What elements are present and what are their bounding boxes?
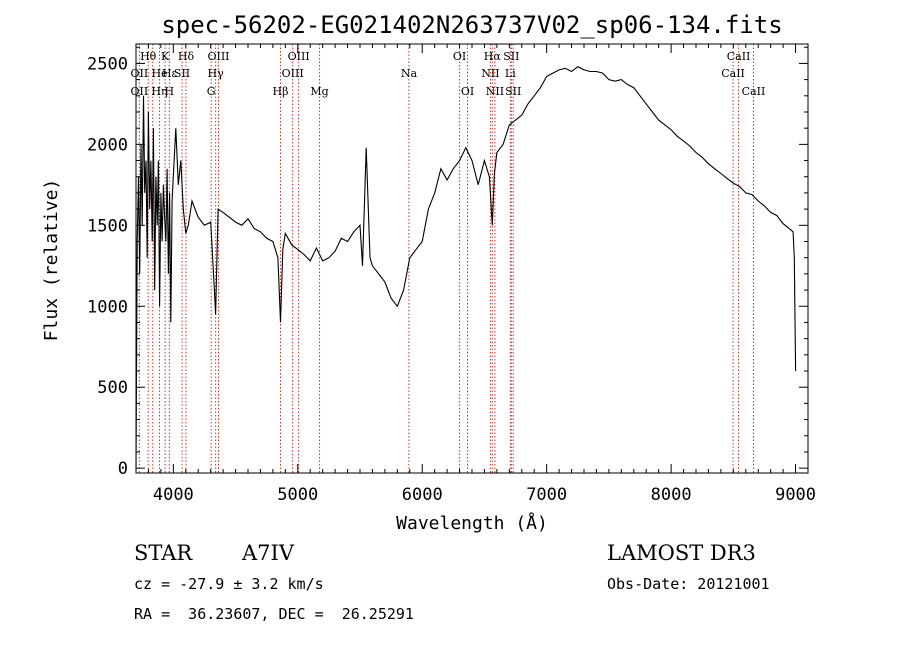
survey-name: LAMOST DR3 bbox=[607, 541, 756, 565]
emission-line-label: SII bbox=[503, 50, 519, 63]
emission-line-label: CaII bbox=[721, 67, 745, 80]
emission-line-label: Hη bbox=[151, 85, 167, 98]
object-subclass: A7IV bbox=[242, 541, 294, 565]
emission-line-label: Hγ bbox=[208, 67, 225, 80]
plot-frame bbox=[135, 43, 809, 474]
emission-line-label: G bbox=[207, 85, 216, 98]
x-tick-label: 5000 bbox=[277, 485, 318, 505]
emission-line-label: He bbox=[151, 67, 167, 80]
obs-date: Obs-Date: 20121001 bbox=[607, 575, 770, 593]
coordinates: RA = 36.23607, DEC = 26.25291 bbox=[134, 605, 414, 623]
emission-line-label: Li bbox=[505, 67, 516, 80]
x-tick-label: 7000 bbox=[526, 485, 567, 505]
emission-line-label: Hθ bbox=[140, 50, 157, 63]
y-tick-label: 1000 bbox=[87, 297, 128, 317]
y-axis-label: Flux (relative) bbox=[41, 179, 62, 342]
y-tick-label: 500 bbox=[97, 378, 128, 398]
emission-line-label: SII bbox=[505, 85, 521, 98]
emission-line-label: Na bbox=[401, 67, 418, 80]
emission-line-label: CaII bbox=[727, 50, 751, 63]
emission-line-label: OI bbox=[453, 50, 466, 63]
x-axis-label: Wavelength (Å) bbox=[396, 512, 548, 534]
emission-line-label: OIII bbox=[207, 50, 229, 63]
y-axis: 0 500 1000 1500 2000 2500 bbox=[87, 46, 808, 479]
x-tick-label: 8000 bbox=[651, 485, 692, 505]
emission-line-labels: Hθ OII OII K Hε HHη He SII Hδ OIII Hγ G OIII OIII Hβ Mg… bbox=[131, 50, 766, 98]
emission-line-label: OIII bbox=[282, 67, 304, 80]
emission-line-label: SII bbox=[174, 67, 190, 80]
x-tick-label: 6000 bbox=[402, 485, 443, 505]
emission-line-label: CaII bbox=[742, 85, 766, 98]
emission-line-label: Hδ bbox=[178, 50, 195, 63]
emission-line-label: Hβ bbox=[273, 85, 289, 98]
emission-line-label: Hα bbox=[484, 50, 502, 63]
y-tick-label: 2500 bbox=[87, 54, 128, 74]
chart-title: spec-56202-EG021402N263737V02_sp06-134.f… bbox=[161, 11, 782, 39]
spectrum-line bbox=[135, 66, 797, 469]
emission-line-label: H bbox=[165, 85, 175, 98]
emission-line-label: OII bbox=[131, 67, 149, 80]
x-tick-label: 4000 bbox=[153, 485, 194, 505]
emission-line-markers bbox=[138, 44, 754, 473]
y-tick-label: 2000 bbox=[87, 135, 128, 155]
emission-line-label: NII bbox=[481, 67, 499, 80]
y-tick-label: 1500 bbox=[87, 216, 128, 236]
emission-line-label: Mg bbox=[310, 85, 328, 98]
object-class: STAR bbox=[134, 541, 193, 565]
emission-line-label: K bbox=[161, 50, 170, 63]
redshift-value: cz = -27.9 ± 3.2 km/s bbox=[134, 575, 324, 593]
y-tick-label: 0 bbox=[118, 459, 128, 479]
emission-line-label: Hε bbox=[162, 67, 178, 80]
emission-line-label: OIII bbox=[288, 50, 310, 63]
x-axis: 4000 5000 6000 7000 8000 9000 bbox=[135, 44, 816, 505]
emission-line-label: OII bbox=[131, 85, 149, 98]
emission-line-label: NII bbox=[486, 85, 504, 98]
x-tick-label: 9000 bbox=[775, 485, 816, 505]
emission-line-label: OI bbox=[461, 85, 474, 98]
